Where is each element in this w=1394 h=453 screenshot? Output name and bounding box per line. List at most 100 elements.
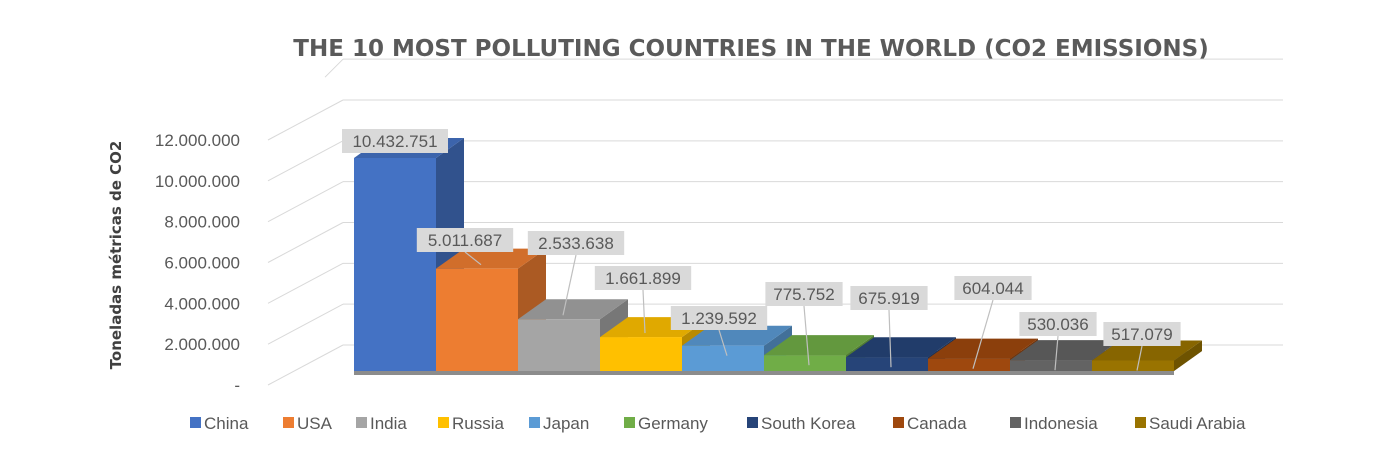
legend-item: Russia: [438, 414, 505, 433]
data-label: 5.011.687: [416, 228, 514, 266]
data-label-text: 530.036: [1027, 315, 1088, 334]
y-tick-label: 12.000.000: [155, 131, 240, 150]
data-label: 2.533.638: [527, 231, 625, 316]
floor-front: [354, 371, 1174, 375]
data-label: 10.432.751: [342, 129, 448, 153]
gridline-diagonal: [267, 99, 344, 141]
data-label: 775.752: [765, 282, 843, 366]
y-tick-label: 2.000.000: [164, 335, 240, 354]
data-label: 517.079: [1103, 322, 1181, 371]
data-label-text: 517.079: [1111, 325, 1172, 344]
data-label-text: 1.239.592: [681, 309, 757, 328]
data-label-text: 675.919: [858, 289, 919, 308]
data-label-text: 2.533.638: [538, 234, 614, 253]
data-label-text: 604.044: [962, 279, 1023, 298]
data-label-text: 10.432.751: [352, 132, 437, 151]
data-label-box: [342, 129, 448, 153]
data-label: 1.239.592: [670, 306, 768, 356]
bar-side: [1174, 340, 1202, 371]
legend-label: India: [370, 414, 407, 433]
gridline-diagonal: [267, 222, 344, 263]
data-label-box: [1103, 322, 1181, 346]
legend-label: Russia: [452, 414, 505, 433]
legend-swatch: [529, 417, 540, 428]
data-label-box: [954, 276, 1032, 300]
legend-label: Saudi Arabia: [1149, 414, 1246, 433]
y-tick-label: 4.000.000: [164, 294, 240, 313]
legend-label: South Korea: [761, 414, 856, 433]
legend-item: Saudi Arabia: [1135, 414, 1246, 433]
legend-label: Indonesia: [1024, 414, 1098, 433]
bar-top: [1010, 340, 1120, 361]
data-label-box: [670, 306, 768, 330]
legend-label: Germany: [638, 414, 708, 433]
legend-item: India: [356, 414, 407, 433]
bar-front: [354, 157, 436, 371]
legend-swatch: [624, 417, 635, 428]
legend-label: China: [204, 414, 249, 433]
gridline-diagonal: [324, 58, 344, 78]
leader-line: [803, 305, 810, 366]
leader-line: [1054, 335, 1059, 371]
bar-top: [682, 325, 792, 346]
bar-top: [764, 335, 874, 356]
leader-line: [642, 289, 646, 334]
legend-label: USA: [297, 414, 333, 433]
legend: China USA India Russia Japan Germany South Kor…: [190, 414, 1246, 433]
data-label-box: [1019, 312, 1097, 336]
legend-swatch: [893, 417, 904, 428]
gridline-diagonal: [267, 181, 344, 223]
leader-line: [1136, 345, 1143, 371]
data-labels: 10.432.751 5.011.687 2.533.638 1.661.899 1.2…: [342, 129, 1181, 371]
legend-item: Japan: [529, 414, 589, 433]
chart-title: THE 10 MOST POLLUTING COUNTRIES IN THE W…: [293, 36, 1208, 62]
leader-line: [888, 309, 892, 368]
legend-item: Indonesia: [1010, 414, 1098, 433]
data-label-box: [416, 228, 514, 252]
legend-swatch: [747, 417, 758, 428]
bar-top: [436, 248, 546, 269]
bar-front: [846, 357, 928, 371]
data-label-text: 1.661.899: [605, 269, 681, 288]
legend-swatch: [1135, 417, 1146, 428]
y-tick-label: 6.000.000: [164, 254, 240, 273]
data-label-text: 775.752: [773, 285, 834, 304]
bar-front: [1010, 360, 1092, 371]
data-label: 675.919: [850, 286, 928, 368]
y-tick-label: -: [234, 376, 240, 395]
bar-front: [436, 268, 518, 371]
y-tick-label: 10.000.000: [155, 172, 240, 191]
legend-swatch: [356, 417, 367, 428]
y-axis-ticks: - 2.000.000 4.000.000 6.000.000 8.000.000 10.…: [155, 131, 240, 395]
data-label-text: 5.011.687: [428, 231, 502, 250]
leader-line: [972, 299, 994, 369]
data-label-box: [850, 286, 928, 310]
legend-swatch: [438, 417, 449, 428]
leader-line: [718, 329, 728, 356]
legend-label: Japan: [543, 414, 589, 433]
bar-front: [600, 337, 682, 371]
leader-line: [464, 251, 482, 266]
bar-top: [928, 338, 1038, 359]
data-label-box: [594, 266, 692, 290]
legend-swatch: [1010, 417, 1021, 428]
bar-front: [928, 358, 1010, 371]
bar-front: [764, 355, 846, 371]
bar-top: [518, 299, 628, 320]
gridline-diagonal: [267, 344, 344, 386]
data-label-box: [527, 231, 625, 255]
data-label-box: [765, 282, 843, 306]
bar-top: [846, 337, 956, 358]
legend-item: USA: [283, 414, 333, 433]
legend-swatch: [190, 417, 201, 428]
gridline-diagonal: [267, 140, 344, 182]
gridline-diagonal: [267, 262, 344, 304]
bar-front: [1092, 360, 1174, 371]
gridline-diagonal: [267, 303, 344, 345]
data-label: 1.661.899: [594, 266, 692, 334]
bar-front: [682, 345, 764, 371]
bar-front: [518, 319, 600, 371]
bars: [354, 137, 1202, 371]
legend-item: South Korea: [747, 414, 856, 433]
leader-line: [562, 254, 577, 316]
